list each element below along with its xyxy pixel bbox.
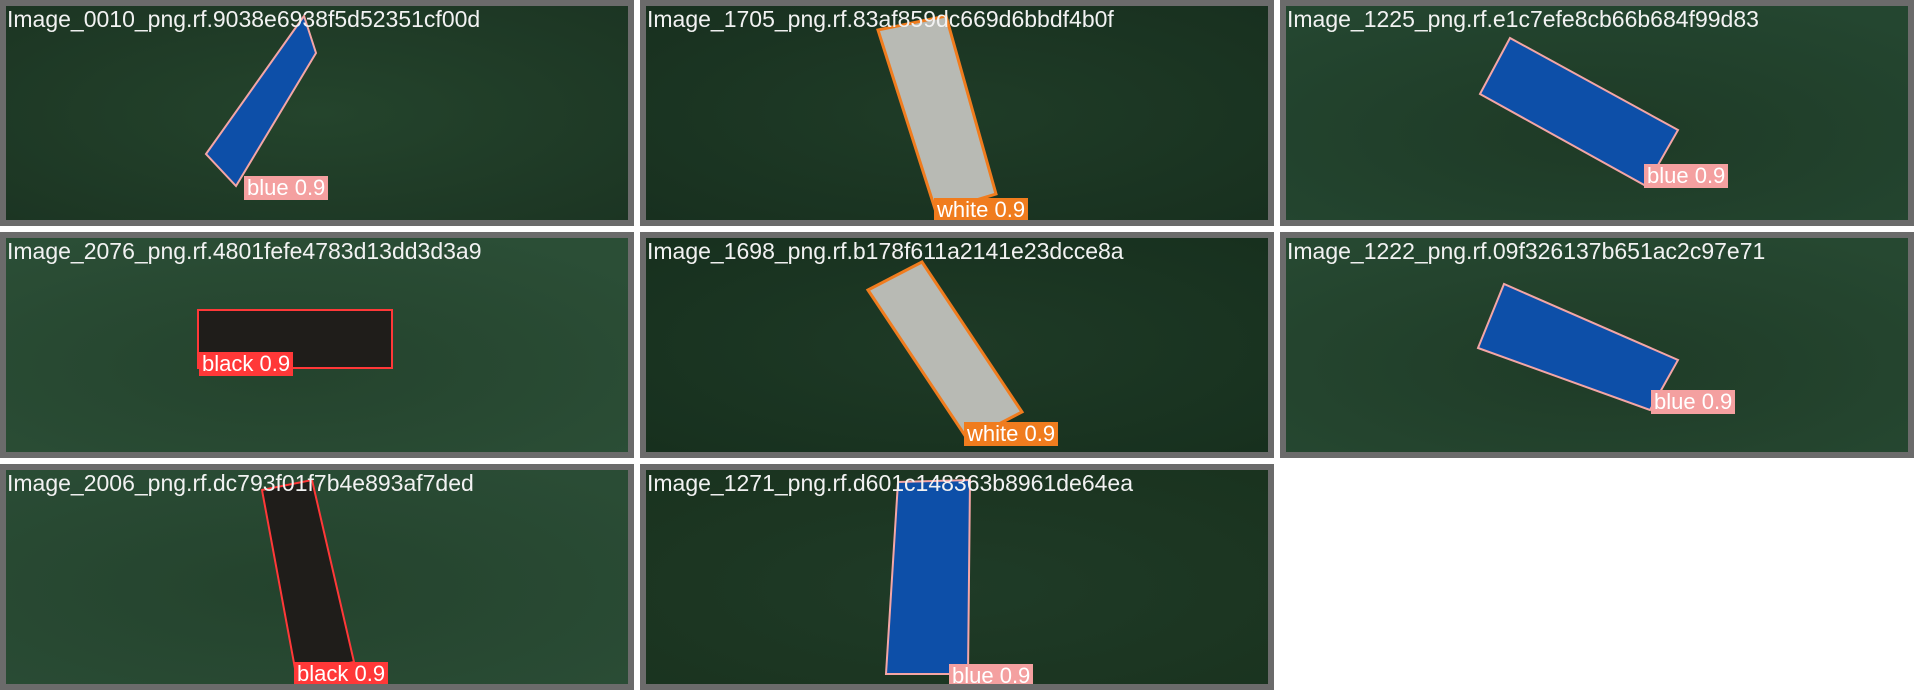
image-tile-2: Image_1705_png.rf.83af859dc669d6bbdf4b0f… bbox=[640, 0, 1274, 226]
detection-label: black 0.9 bbox=[294, 662, 389, 684]
blue-card bbox=[884, 478, 972, 675]
image-filename: Image_2076_png.rf.4801fefe4783d13dd3d3a9 bbox=[7, 238, 482, 264]
detection-label: blue 0.9 bbox=[1644, 164, 1729, 188]
detection-overlay bbox=[1478, 36, 1680, 188]
blue-card bbox=[1476, 282, 1680, 412]
white-card bbox=[865, 260, 1025, 442]
image-tile-4: Image_2076_png.rf.4801fefe4783d13dd3d3a9… bbox=[0, 232, 634, 458]
image-filename: Image_1225_png.rf.e1c7efe8cb66b684f99d83 bbox=[1287, 6, 1759, 32]
image-tile-7: Image_2006_png.rf.dc793f01f7b4e893af7ded… bbox=[0, 464, 634, 690]
image-filename: Image_1222_png.rf.09f326137b651ac2c97e71 bbox=[1287, 238, 1766, 264]
image-filename: Image_1271_png.rf.d601c148363b8961de64ea bbox=[647, 470, 1133, 496]
detection-label: blue 0.9 bbox=[1651, 390, 1736, 414]
detection-overlay bbox=[1476, 282, 1680, 412]
image-tile-3: Image_1225_png.rf.e1c7efe8cb66b684f99d83… bbox=[1280, 0, 1914, 226]
image-tile-6: Image_1222_png.rf.09f326137b651ac2c97e71… bbox=[1280, 232, 1914, 458]
detection-overlay bbox=[884, 478, 972, 675]
detection-overlay bbox=[197, 309, 393, 369]
detection-label: black 0.9 bbox=[199, 352, 294, 376]
image-tile-1: Image_0010_png.rf.9038e6938f5d52351cf00d… bbox=[0, 0, 634, 226]
white-card bbox=[876, 14, 998, 214]
detection-label: blue 0.9 bbox=[949, 664, 1034, 684]
blue-card bbox=[1478, 36, 1680, 188]
detection-overlay bbox=[204, 13, 318, 188]
detection-overlay bbox=[260, 478, 356, 676]
detection-label: blue 0.9 bbox=[244, 176, 329, 200]
detection-label: white 0.9 bbox=[934, 198, 1029, 220]
image-filename: Image_1705_png.rf.83af859dc669d6bbdf4b0f bbox=[647, 6, 1114, 32]
blue-card bbox=[204, 13, 318, 188]
image-filename: Image_1698_png.rf.b178f611a2141e23dcce8a bbox=[647, 238, 1124, 264]
image-tile-5: Image_1698_png.rf.b178f611a2141e23dcce8a… bbox=[640, 232, 1274, 458]
detection-overlay bbox=[876, 14, 998, 214]
detection-overlay bbox=[865, 260, 1025, 442]
image-tile-8: Image_1271_png.rf.d601c148363b8961de64ea… bbox=[640, 464, 1274, 690]
image-filename: Image_0010_png.rf.9038e6938f5d52351cf00d bbox=[7, 6, 481, 32]
detection-label: white 0.9 bbox=[964, 422, 1059, 446]
image-filename: Image_2006_png.rf.dc793f01f7b4e893af7ded bbox=[7, 470, 474, 496]
black-card bbox=[260, 478, 356, 676]
